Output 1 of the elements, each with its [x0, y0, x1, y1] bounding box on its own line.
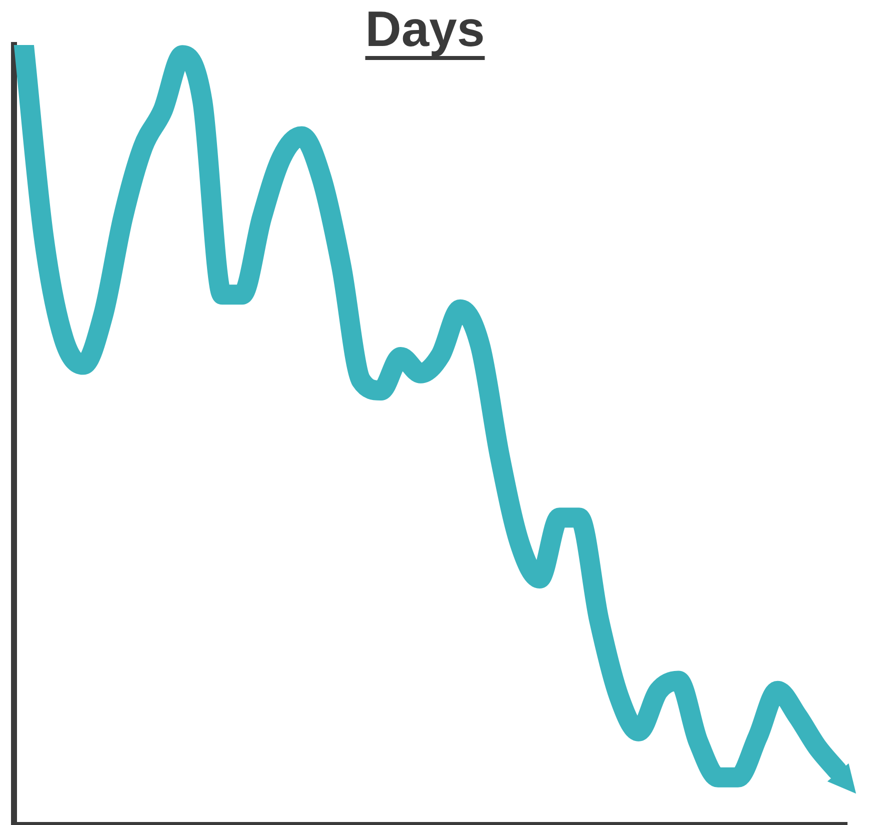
chart-title: Days: [365, 1, 485, 57]
